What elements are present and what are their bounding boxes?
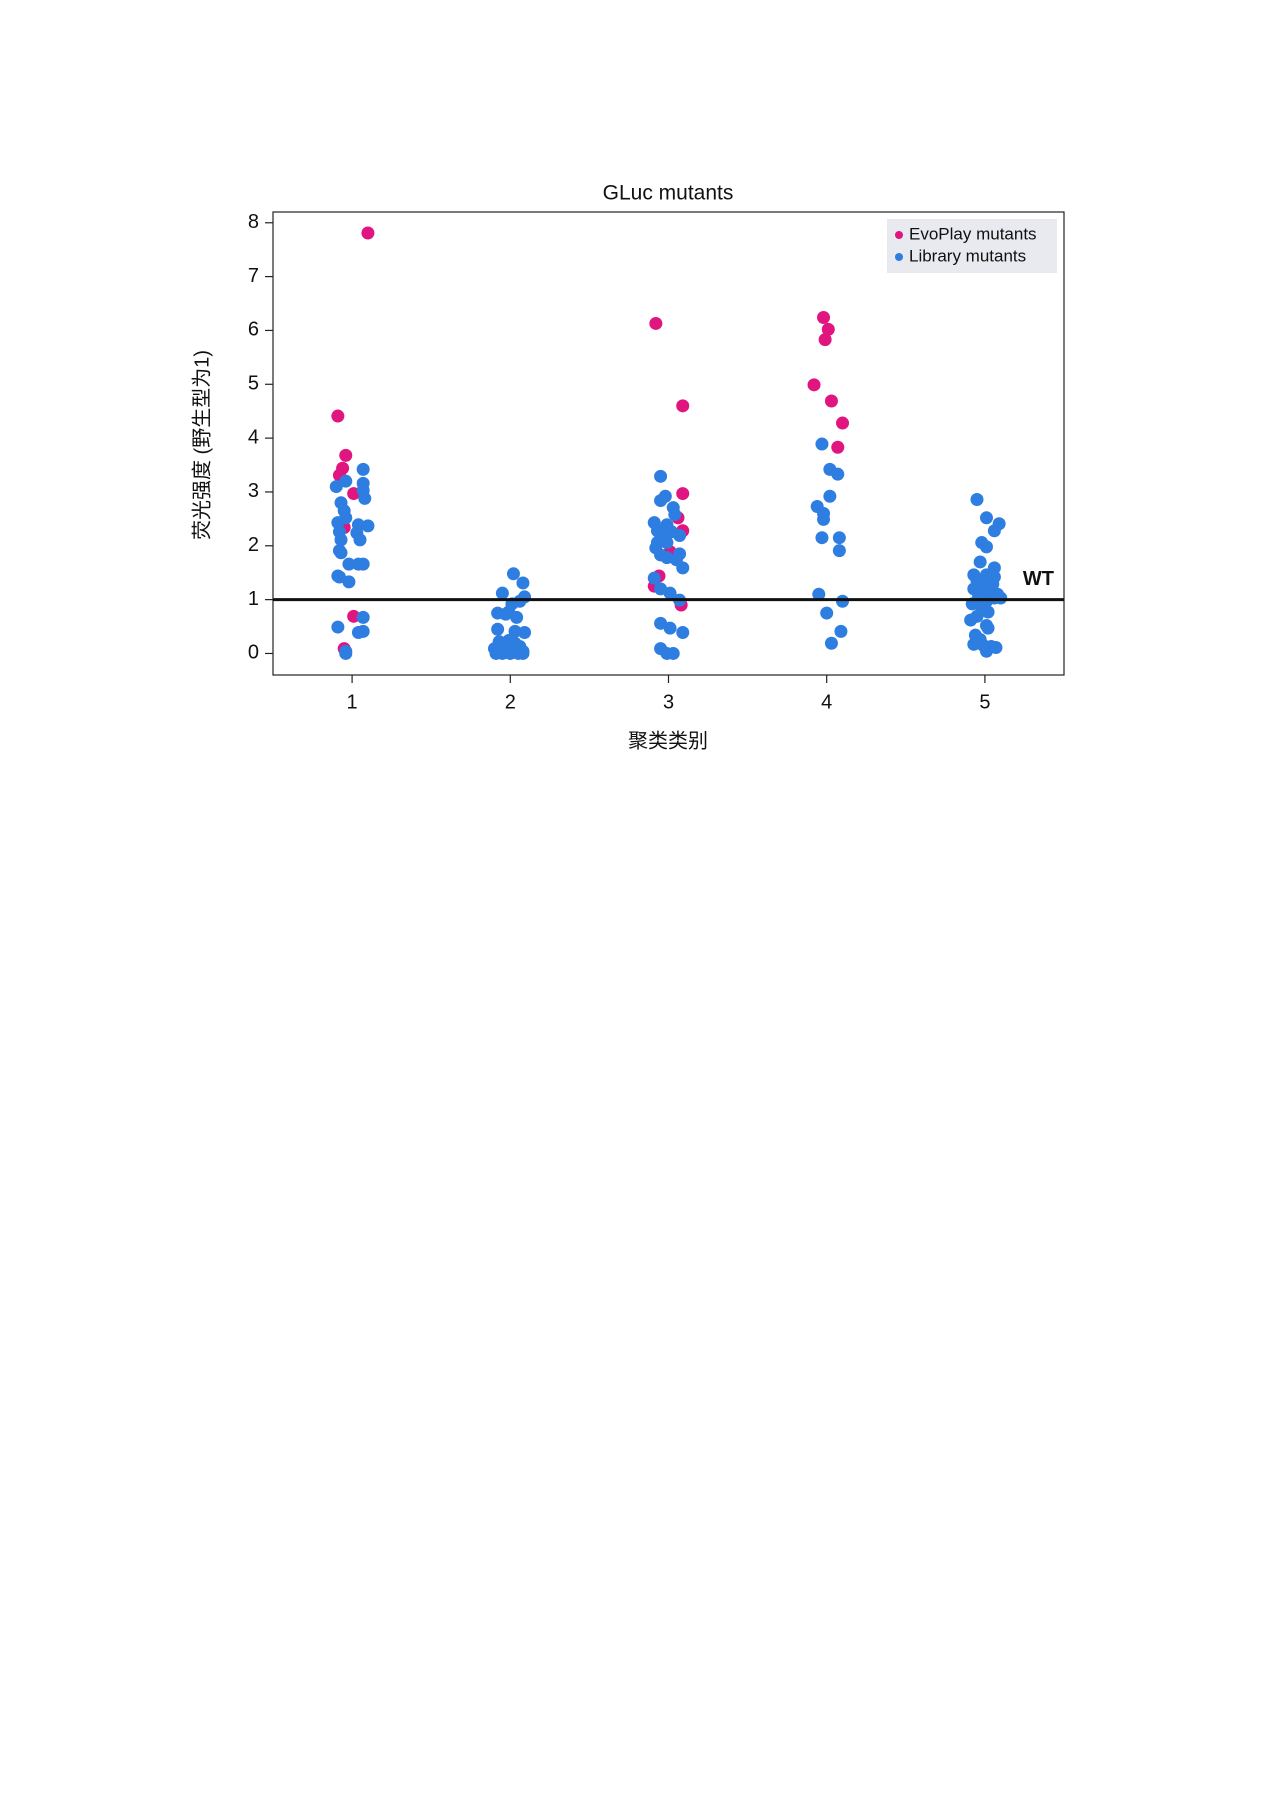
- data-point: [329, 480, 343, 494]
- data-point: [342, 557, 356, 571]
- data-point: [654, 469, 668, 483]
- data-point: [334, 533, 348, 547]
- data-point: [807, 378, 821, 392]
- data-point: [676, 625, 690, 639]
- x-tick-label: 3: [663, 691, 674, 713]
- data-point: [353, 533, 367, 547]
- legend-marker: [895, 253, 903, 261]
- legend-label: Library mutants: [909, 246, 1026, 265]
- data-point: [823, 489, 837, 503]
- y-tick-label: 1: [248, 588, 259, 610]
- legend-marker: [895, 231, 903, 239]
- data-point: [967, 637, 981, 651]
- data-point: [815, 437, 829, 451]
- data-point: [994, 591, 1008, 605]
- data-point: [361, 226, 375, 240]
- data-point: [824, 394, 838, 408]
- x-tick-label: 5: [979, 691, 990, 713]
- data-point: [518, 625, 532, 639]
- data-point: [815, 531, 829, 545]
- data-point: [647, 571, 661, 585]
- data-point: [676, 561, 690, 575]
- data-point: [331, 620, 345, 634]
- data-point: [339, 448, 353, 462]
- data-point: [356, 557, 370, 571]
- data-point: [663, 586, 677, 600]
- data-point: [821, 322, 835, 336]
- data-point: [676, 487, 690, 501]
- data-point: [836, 416, 850, 430]
- legend-box: [887, 219, 1057, 273]
- data-point: [331, 409, 345, 423]
- x-tick-label: 2: [505, 691, 516, 713]
- y-tick-label: 3: [248, 480, 259, 502]
- data-point: [499, 607, 513, 621]
- data-point: [818, 333, 832, 347]
- y-tick-label: 6: [248, 319, 259, 341]
- data-point: [676, 399, 690, 413]
- data-point: [832, 531, 846, 545]
- data-point: [508, 624, 522, 638]
- y-axis-label: 荧光强度 (野生型为1): [190, 350, 213, 540]
- data-point: [964, 613, 978, 627]
- y-tick-label: 0: [248, 642, 259, 664]
- y-tick-label: 5: [248, 373, 259, 395]
- chart-title: GLuc mutants: [603, 182, 734, 205]
- data-point: [817, 311, 831, 325]
- data-point: [334, 546, 348, 560]
- x-tick-label: 4: [821, 691, 832, 713]
- data-point: [506, 567, 520, 581]
- data-point: [342, 575, 356, 589]
- data-point: [979, 540, 993, 554]
- data-point: [836, 594, 850, 608]
- data-point: [347, 609, 361, 623]
- data-point: [516, 646, 530, 660]
- data-point: [981, 621, 995, 635]
- data-point: [339, 474, 353, 488]
- data-point: [824, 636, 838, 650]
- data-point: [812, 587, 826, 601]
- data-point: [358, 491, 372, 505]
- data-point: [831, 440, 845, 454]
- x-axis-label: 聚类类别: [628, 729, 708, 752]
- data-point: [510, 610, 524, 624]
- data-point: [987, 524, 1001, 538]
- data-point: [663, 621, 677, 635]
- data-point: [817, 512, 831, 526]
- data-point: [649, 316, 663, 330]
- data-point: [673, 529, 687, 543]
- data-point: [832, 544, 846, 558]
- data-point: [361, 519, 375, 533]
- data-point: [831, 467, 845, 481]
- reference-label: WT: [1023, 568, 1054, 590]
- data-point: [516, 576, 530, 590]
- data-point: [973, 555, 987, 569]
- data-point: [500, 645, 514, 659]
- data-point: [979, 511, 993, 525]
- data-point: [668, 508, 682, 522]
- data-point: [654, 494, 668, 508]
- data-point: [834, 624, 848, 638]
- y-tick-label: 4: [248, 426, 259, 448]
- y-tick-label: 8: [248, 211, 259, 233]
- data-point: [491, 622, 505, 636]
- data-point: [660, 536, 674, 550]
- data-point: [970, 492, 984, 506]
- y-tick-label: 2: [248, 534, 259, 556]
- data-point: [979, 644, 993, 658]
- data-point: [356, 610, 370, 624]
- data-point: [339, 644, 353, 658]
- data-point: [351, 625, 365, 639]
- data-point: [356, 462, 370, 476]
- x-tick-label: 1: [347, 691, 358, 713]
- y-tick-label: 7: [248, 265, 259, 287]
- data-point: [495, 586, 509, 600]
- data-point: [981, 605, 995, 619]
- data-point: [666, 646, 680, 660]
- legend-label: EvoPlay mutants: [909, 224, 1037, 243]
- data-point: [820, 606, 834, 620]
